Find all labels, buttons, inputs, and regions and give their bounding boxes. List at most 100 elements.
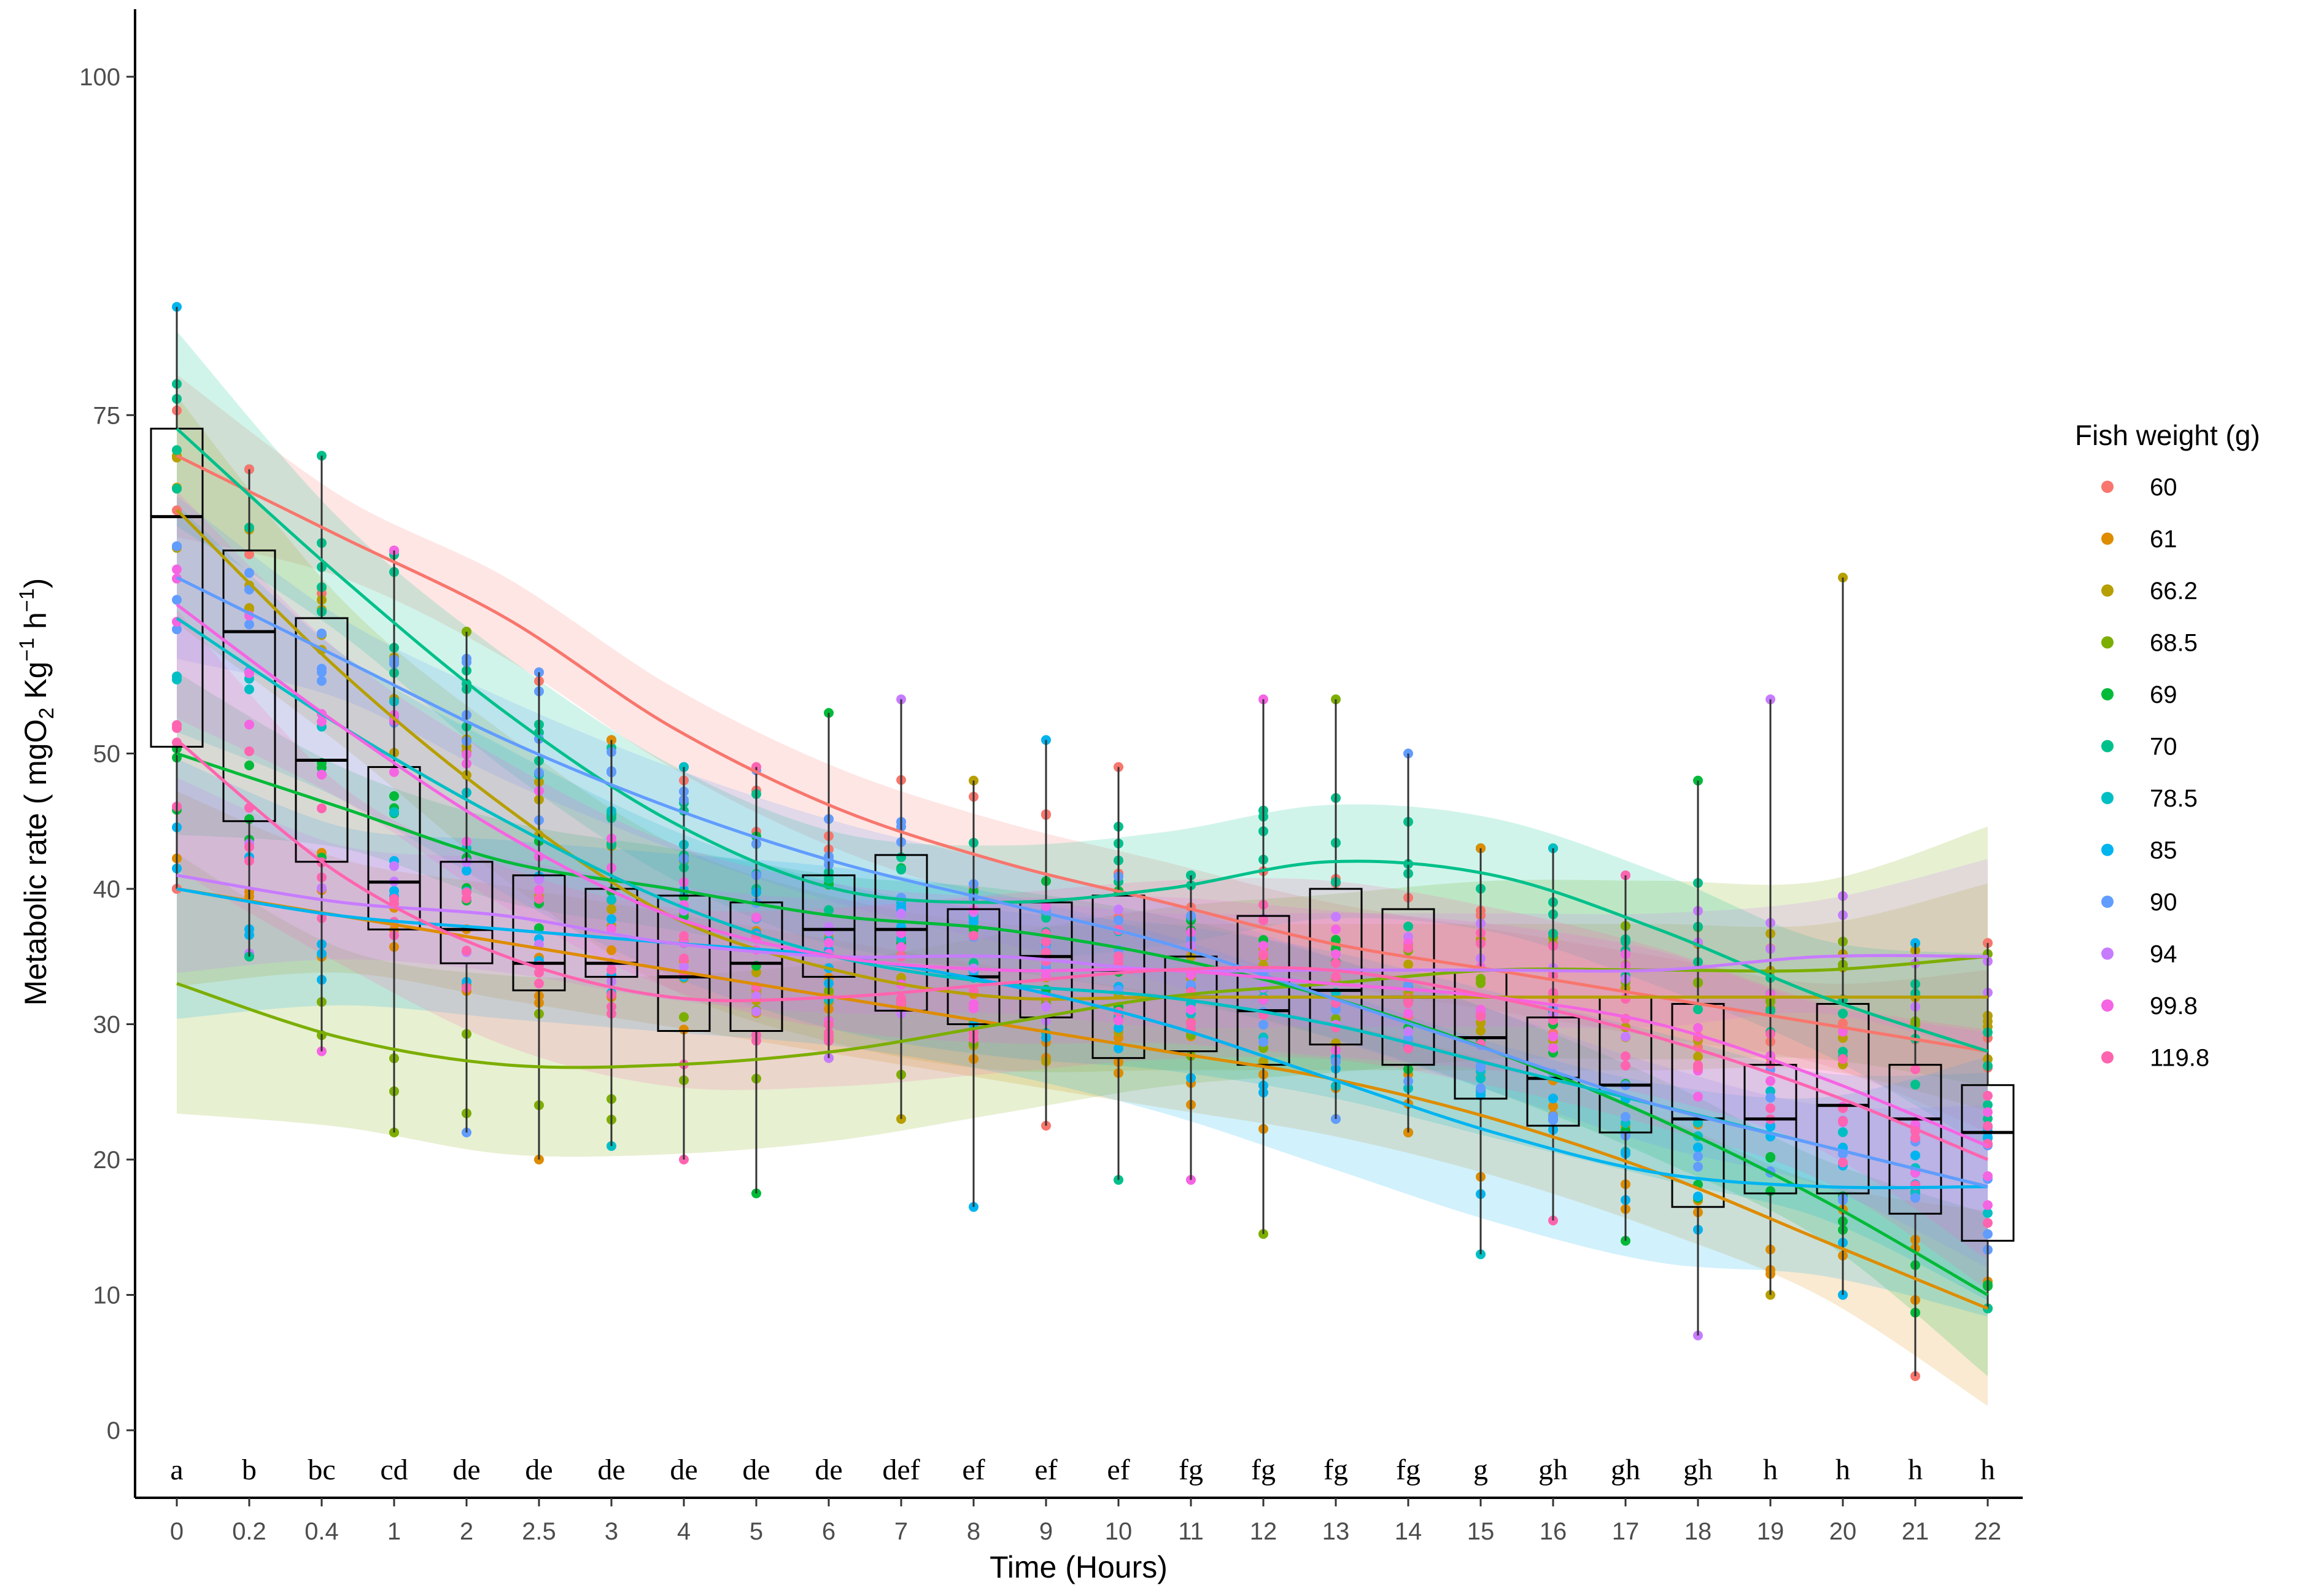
point-66.2 [1693, 1052, 1703, 1062]
significance-letter: ef [1107, 1454, 1130, 1486]
point-66.2 [172, 452, 182, 463]
point-78.5 [389, 807, 399, 818]
box-iqr [1961, 1084, 2015, 1242]
box-iqr [222, 549, 276, 823]
point-119.8 [1838, 1054, 1848, 1064]
point-119.8 [1838, 1157, 1848, 1168]
point-94 [1041, 1002, 1051, 1012]
point-90 [1476, 1083, 1486, 1093]
boxplot-0 [150, 306, 204, 889]
y-axis-title-mid2: h [18, 612, 53, 638]
point-119.8 [679, 953, 689, 964]
significance-letter: cd [380, 1454, 408, 1486]
point-85 [1114, 1023, 1123, 1033]
curve-119.8 [176, 738, 1988, 1161]
point-119.8 [1838, 1116, 1848, 1126]
x-tick-label: 17 [1612, 1518, 1640, 1545]
legend-key-90 [2101, 896, 2114, 908]
point-69 [679, 892, 689, 902]
significance-letter: def [882, 1454, 920, 1486]
x-tick-label: 12 [1250, 1518, 1277, 1545]
point-99.8 [244, 668, 254, 678]
point-85 [1693, 1191, 1703, 1202]
significance-letter: h [1835, 1454, 1850, 1486]
point-70 [824, 874, 834, 884]
significance-letter: de [670, 1454, 697, 1486]
point-119.8 [969, 931, 979, 941]
significance-letter: fg [1179, 1454, 1203, 1486]
box-iqr [874, 854, 928, 1012]
point-60 [244, 549, 254, 559]
boxplot-15 [1454, 848, 1508, 1255]
point-99.8 [1331, 949, 1341, 959]
point-70 [172, 445, 182, 455]
legend-label-85: 85 [2150, 837, 2177, 864]
point-61 [1548, 1101, 1558, 1112]
point-119.8 [679, 931, 689, 941]
legend-label-60: 60 [2150, 474, 2177, 501]
point-119.8 [1258, 950, 1268, 961]
point-94 [751, 991, 761, 1001]
point-78.5 [1838, 1127, 1848, 1137]
x-tick-label: 18 [1684, 1518, 1712, 1545]
point-69 [244, 760, 254, 770]
point-119.8 [1621, 1051, 1630, 1061]
point-68.5 [679, 1012, 689, 1022]
legend-key-99.8 [2101, 999, 2114, 1012]
boxplot-6 [802, 713, 856, 1058]
point-119.8 [1910, 1133, 1920, 1143]
point-119.8 [896, 996, 906, 1007]
legend-key-60 [2101, 481, 2114, 493]
significance-letter: gh [1683, 1454, 1713, 1486]
point-90 [317, 667, 327, 677]
x-axis-title: Time (Hours) [990, 1550, 1168, 1584]
ribbon-69 [177, 672, 1988, 1376]
point-99.8 [1186, 1004, 1196, 1015]
curve-94 [176, 874, 1988, 973]
legend-key-70 [2101, 740, 2114, 753]
point-119.8 [534, 894, 544, 904]
point-99.8 [1331, 924, 1341, 935]
point-70 [1983, 1100, 1993, 1110]
point-78.5 [1983, 1208, 1993, 1218]
point-90 [1693, 1151, 1703, 1161]
x-tick-label: 15 [1467, 1518, 1495, 1545]
ribbon-61 [177, 791, 1988, 1406]
point-78.5 [244, 684, 254, 694]
legend-label-61: 61 [2150, 526, 2177, 553]
curve-60 [176, 454, 1988, 1053]
x-ticks: 0 0.2 0.4 1 2 2.5 3 4 5 6 7 8 9 10 11 12 13 14 15 16 17 18 19 2… [170, 1498, 2001, 1545]
point-119.8 [1403, 1044, 1413, 1054]
point-99.8 [534, 885, 544, 895]
legend-key-68.5 [2101, 636, 2114, 649]
point-119.8 [1114, 951, 1123, 961]
point-90 [244, 568, 254, 578]
point-70 [1910, 1079, 1920, 1090]
point-85 [969, 917, 979, 928]
point-99.8 [317, 716, 327, 727]
x-tick-label: 0 [170, 1518, 184, 1545]
legend-label-68.5: 68.5 [2150, 630, 2198, 657]
significance-letter: fg [1324, 1454, 1348, 1486]
point-90 [172, 541, 182, 551]
boxplot-22 [1961, 943, 2015, 1309]
point-69 [389, 791, 399, 801]
significance-letter: gh [1611, 1454, 1640, 1486]
x-tick-label: 7 [894, 1518, 908, 1545]
point-66.2 [1476, 1026, 1486, 1036]
point-85 [1910, 1150, 1920, 1161]
point-85 [607, 914, 616, 924]
significance-letter: de [597, 1454, 625, 1486]
point-99.8 [607, 924, 616, 934]
point-119.8 [462, 945, 471, 956]
point-119.8 [1983, 1121, 1993, 1131]
boxplot-0.2 [222, 469, 276, 957]
point-99.8 [896, 942, 906, 952]
point-85 [1114, 1043, 1123, 1053]
y-axis-title-sub: 2 [35, 708, 58, 719]
point-119.8 [1041, 947, 1051, 958]
point-85 [1693, 1142, 1703, 1153]
y-axis-title-sup1: −1 [15, 638, 39, 662]
point-99.8 [1114, 1015, 1123, 1026]
